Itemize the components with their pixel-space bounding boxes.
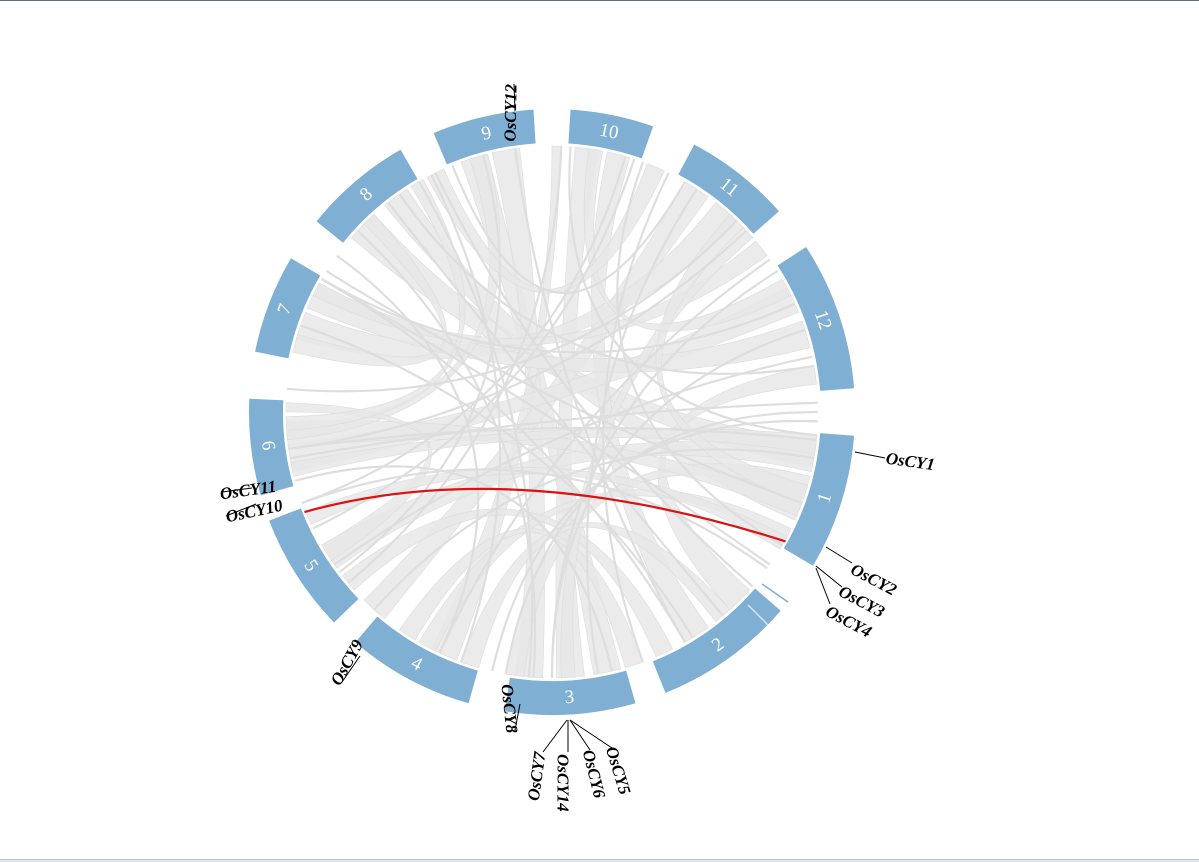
chromosome-label: 3 xyxy=(564,687,575,709)
synteny-links xyxy=(285,145,819,679)
synteny-link xyxy=(321,278,796,354)
chromosome-arc xyxy=(777,246,855,391)
chromosome-arc xyxy=(783,433,855,566)
chromosome-10: 10 xyxy=(568,109,654,159)
leader-line xyxy=(225,503,257,517)
leader-line xyxy=(514,703,521,731)
synteny-link xyxy=(321,278,771,566)
synteny-link xyxy=(288,426,817,451)
chromosome-5: 5 xyxy=(269,508,359,623)
gene-label: OsCY12 xyxy=(500,83,520,141)
synteny-link xyxy=(289,401,818,460)
chromosome-3: 3 xyxy=(504,670,636,715)
chromosome-label: 10 xyxy=(598,120,621,144)
highlighted-links xyxy=(304,487,786,543)
window-top-border xyxy=(0,0,1199,1)
leader-line xyxy=(542,719,568,753)
synteny-link xyxy=(387,201,724,617)
chromosome-2: 2 xyxy=(652,588,781,693)
synteny-link xyxy=(430,174,502,663)
leader-line xyxy=(815,567,831,605)
chromosome-7: 7 xyxy=(255,258,321,359)
synteny-link xyxy=(325,270,803,505)
chromosome-6: 6 xyxy=(249,398,294,496)
synteny-link xyxy=(336,254,480,654)
chromosome-label: 6 xyxy=(257,440,279,452)
synteny-link xyxy=(286,219,738,393)
synteny-link xyxy=(602,172,670,663)
leader-line xyxy=(815,565,843,588)
gene-marker-oscy8: OsCY8 xyxy=(497,683,521,734)
synteny-link xyxy=(321,278,686,643)
gene-marker-oscy9: OsCY9 xyxy=(327,636,368,689)
synteny-link xyxy=(451,164,686,294)
chromosome-arc xyxy=(269,508,359,623)
chromosome-arc xyxy=(249,398,294,496)
synteny-ribbon xyxy=(304,467,788,550)
synteny-ribbon xyxy=(292,213,447,367)
synteny-ribbon xyxy=(285,178,466,431)
synteny-ribbon xyxy=(426,163,665,294)
chromosome-arc xyxy=(255,258,321,359)
leader-line xyxy=(569,719,591,751)
chromosome-label: 9 xyxy=(479,122,493,145)
chromosome-8: 8 xyxy=(316,149,418,243)
leader-line xyxy=(569,719,613,749)
synteny-link xyxy=(301,156,627,505)
chromosome-11: 11 xyxy=(678,144,779,234)
synteny-link xyxy=(294,465,613,672)
synteny-link xyxy=(398,193,815,375)
chromosome-arc xyxy=(652,588,781,693)
synteny-link xyxy=(300,324,694,639)
chromosome-arc xyxy=(355,616,478,704)
synteny-link xyxy=(356,229,537,678)
chromosome-9: 9 xyxy=(433,109,536,165)
chromosome-1: 1 xyxy=(783,433,855,566)
gene-marker-oscy14: OsCY14 xyxy=(554,720,573,812)
gene-marker-oscy1: OsCY1 xyxy=(854,449,936,475)
chromosome-arc xyxy=(568,109,654,159)
synteny-link xyxy=(373,448,815,611)
window-bottom-border xyxy=(0,859,1199,862)
chromosome-12: 12 xyxy=(777,246,855,391)
synteny-link xyxy=(513,148,686,643)
synteny-ribbon xyxy=(460,522,731,669)
chromosome-arc xyxy=(433,109,536,165)
gene-label: OsCY9 xyxy=(327,636,368,689)
synteny-link xyxy=(434,172,754,588)
synteny-link xyxy=(288,229,748,451)
stray-mark xyxy=(761,583,789,603)
synteny-link xyxy=(616,161,783,546)
chromosome-4: 4 xyxy=(355,616,478,704)
leader-line xyxy=(854,451,886,459)
synteny-link xyxy=(418,181,534,678)
chromosome-arc xyxy=(678,144,779,234)
synteny-ribbon xyxy=(583,148,792,332)
leader-line xyxy=(341,655,361,683)
gene-marker-oscy6: OsCY6 xyxy=(569,719,609,800)
synteny-link xyxy=(550,328,806,679)
misc-marks xyxy=(747,583,789,626)
highlighted-link xyxy=(304,487,786,543)
gene-label: OsCY1 xyxy=(885,449,936,475)
leader-line xyxy=(513,83,516,112)
synteny-link xyxy=(301,468,768,570)
chromosome-arc xyxy=(504,670,636,715)
leader-line xyxy=(221,487,253,493)
gene-label: OsCY8 xyxy=(497,683,521,734)
stray-mark xyxy=(747,604,769,626)
gene-label: OsCY7 xyxy=(524,749,550,802)
leader-line xyxy=(825,546,853,564)
synteny-link xyxy=(438,258,771,654)
gene-label: OsCY14 xyxy=(554,754,573,812)
synteny-link xyxy=(338,154,502,573)
chromosome-arc xyxy=(316,149,418,243)
gene-marker-oscy12: OsCY12 xyxy=(500,83,520,141)
